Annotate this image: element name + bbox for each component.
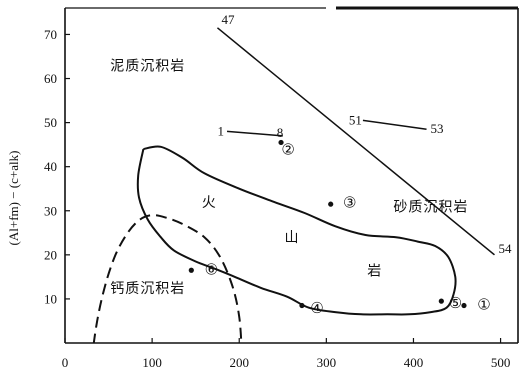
trend-line-end-label: 8 bbox=[277, 125, 284, 140]
y-tick-label: 70 bbox=[44, 27, 57, 42]
field-boundaries bbox=[92, 145, 457, 343]
trend-lines: 47 54 1 8 51 53 bbox=[216, 12, 512, 256]
sample-point bbox=[299, 302, 305, 309]
sample-point bbox=[188, 267, 194, 273]
y-axis-ticks: 10 20 30 40 50 60 70 bbox=[44, 27, 70, 306]
trend-line bbox=[216, 27, 495, 256]
calcareous-sediment-boundary bbox=[92, 214, 243, 343]
x-tick-label: 200 bbox=[229, 355, 249, 370]
region-label: 岩 bbox=[367, 263, 381, 279]
trend-line-start-label: 51 bbox=[349, 112, 362, 127]
y-axis-label: (Al+fm) − (c+alk) bbox=[6, 151, 21, 246]
volcanic-rock-field-boundary bbox=[136, 145, 457, 316]
x-tick-label: 400 bbox=[404, 355, 424, 370]
sample-points: ① ② ③ ④ ⑤ ⑥ bbox=[188, 139, 491, 317]
region-label: 泥质沉积岩 bbox=[110, 58, 185, 74]
region-label: 钙质沉积岩 bbox=[110, 281, 185, 297]
sample-point bbox=[278, 139, 284, 146]
sample-point-label: ② bbox=[281, 140, 294, 158]
x-tick-label: 0 bbox=[62, 355, 69, 370]
y-tick-label: 20 bbox=[44, 247, 57, 262]
trend-line-end-label: 53 bbox=[431, 121, 444, 136]
region-label: 山 bbox=[285, 230, 299, 246]
sample-point-label: ① bbox=[477, 296, 490, 314]
x-tick-label: 500 bbox=[491, 355, 511, 370]
sample-point bbox=[328, 201, 334, 207]
y-tick-label: 30 bbox=[44, 203, 57, 218]
plot-frame bbox=[64, 6, 519, 344]
sample-point bbox=[461, 302, 467, 309]
sample-point bbox=[438, 298, 444, 304]
sample-point-label: ④ bbox=[310, 299, 323, 317]
region-label: 火 bbox=[202, 195, 216, 211]
y-tick-label: 50 bbox=[44, 115, 57, 130]
sample-point-label: ③ bbox=[343, 193, 356, 211]
trend-line-start-label: 1 bbox=[218, 123, 225, 138]
trend-line bbox=[362, 119, 427, 130]
x-tick-label: 300 bbox=[317, 355, 337, 370]
y-tick-label: 10 bbox=[44, 291, 57, 306]
sample-point-label: ⑥ bbox=[205, 260, 218, 278]
x-tick-label: 100 bbox=[142, 355, 162, 370]
trend-line-end-label: 54 bbox=[498, 241, 512, 256]
trend-line bbox=[226, 130, 283, 137]
y-tick-label: 40 bbox=[44, 159, 57, 174]
sample-point-label: ⑤ bbox=[449, 294, 462, 312]
y-tick-label: 60 bbox=[44, 71, 57, 86]
trend-line-start-label: 47 bbox=[221, 12, 235, 27]
x-axis-ticks: 0 100 200 300 400 500 bbox=[62, 338, 511, 370]
region-label: 砂质沉积岩 bbox=[393, 199, 468, 215]
